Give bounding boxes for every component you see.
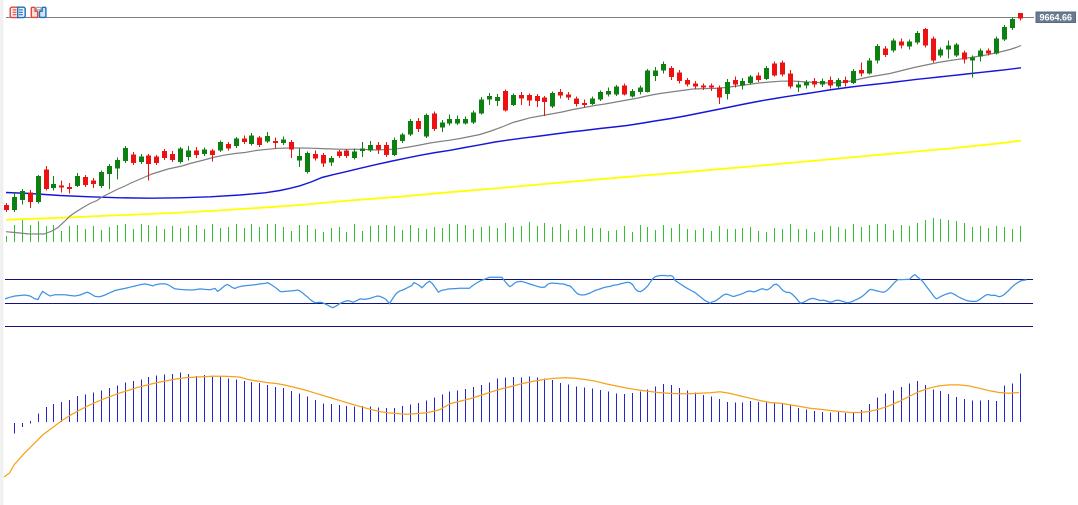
svg-text:9664.66: 9664.66 [1040, 12, 1073, 22]
